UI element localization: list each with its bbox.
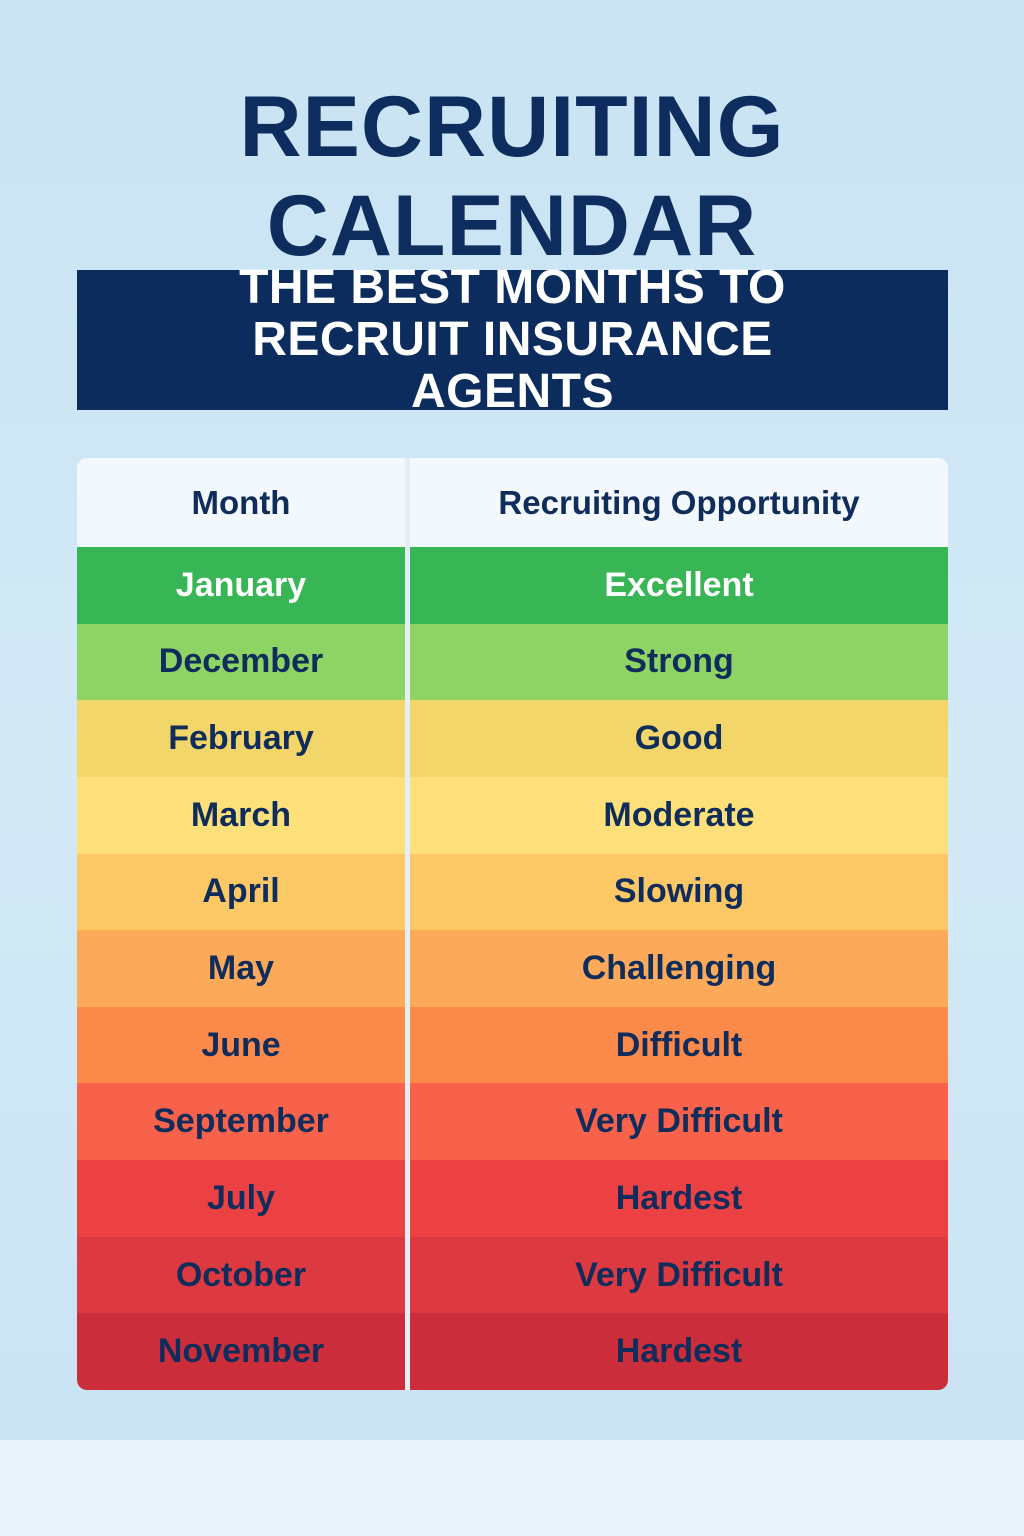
page-title: RECRUITING CALENDAR [239,79,785,274]
opportunity-cell: Slowing [410,853,948,931]
month-cell: March [77,776,405,854]
column-separator [405,458,410,547]
month-cell: December [77,623,405,701]
month-cell: January [77,547,405,624]
column-separator [405,700,410,777]
month-cell: February [77,700,405,777]
month-cell: May [77,930,405,1007]
opportunity-cell: Good [410,700,948,777]
month-cell: July [77,1160,405,1237]
month-cell: June [77,1006,405,1084]
column-separator [405,1236,410,1314]
column-separator [405,1313,410,1390]
month-cell: October [77,1236,405,1314]
opportunity-cell: Strong [410,623,948,701]
column-separator [405,853,410,931]
opportunity-cell: Hardest [410,1160,948,1237]
column-separator [405,776,410,854]
column-separator [405,1006,410,1084]
table: Month Recruiting Opportunity January Excell… [77,458,948,1390]
column-header: Recruiting Opportunity [410,458,948,547]
month-cell: April [77,853,405,931]
column-separator [405,930,410,1007]
month-cell: September [77,1083,405,1161]
month-cell: November [77,1313,405,1390]
opportunity-cell: Excellent [410,547,948,624]
opportunity-cell: Moderate [410,776,948,854]
banner: THE BEST MONTHS TO RECRUIT INSURANCE AGE… [77,262,948,418]
column-separator [405,1160,410,1237]
column-separator [405,547,410,624]
banner-title: THE BEST MONTHS TO RECRUIT INSURANCE AGE… [239,261,786,418]
opportunity-cell: Difficult [410,1006,948,1084]
opportunity-cell: Very Difficult [410,1236,948,1314]
opportunity-cell: Hardest [410,1313,948,1390]
column-separator [405,623,410,701]
column-separator [405,1083,410,1161]
column-header: Month [77,458,405,547]
opportunity-cell: Very Difficult [410,1083,948,1161]
opportunity-cell: Challenging [410,930,948,1007]
footer-strip [0,1440,1024,1536]
